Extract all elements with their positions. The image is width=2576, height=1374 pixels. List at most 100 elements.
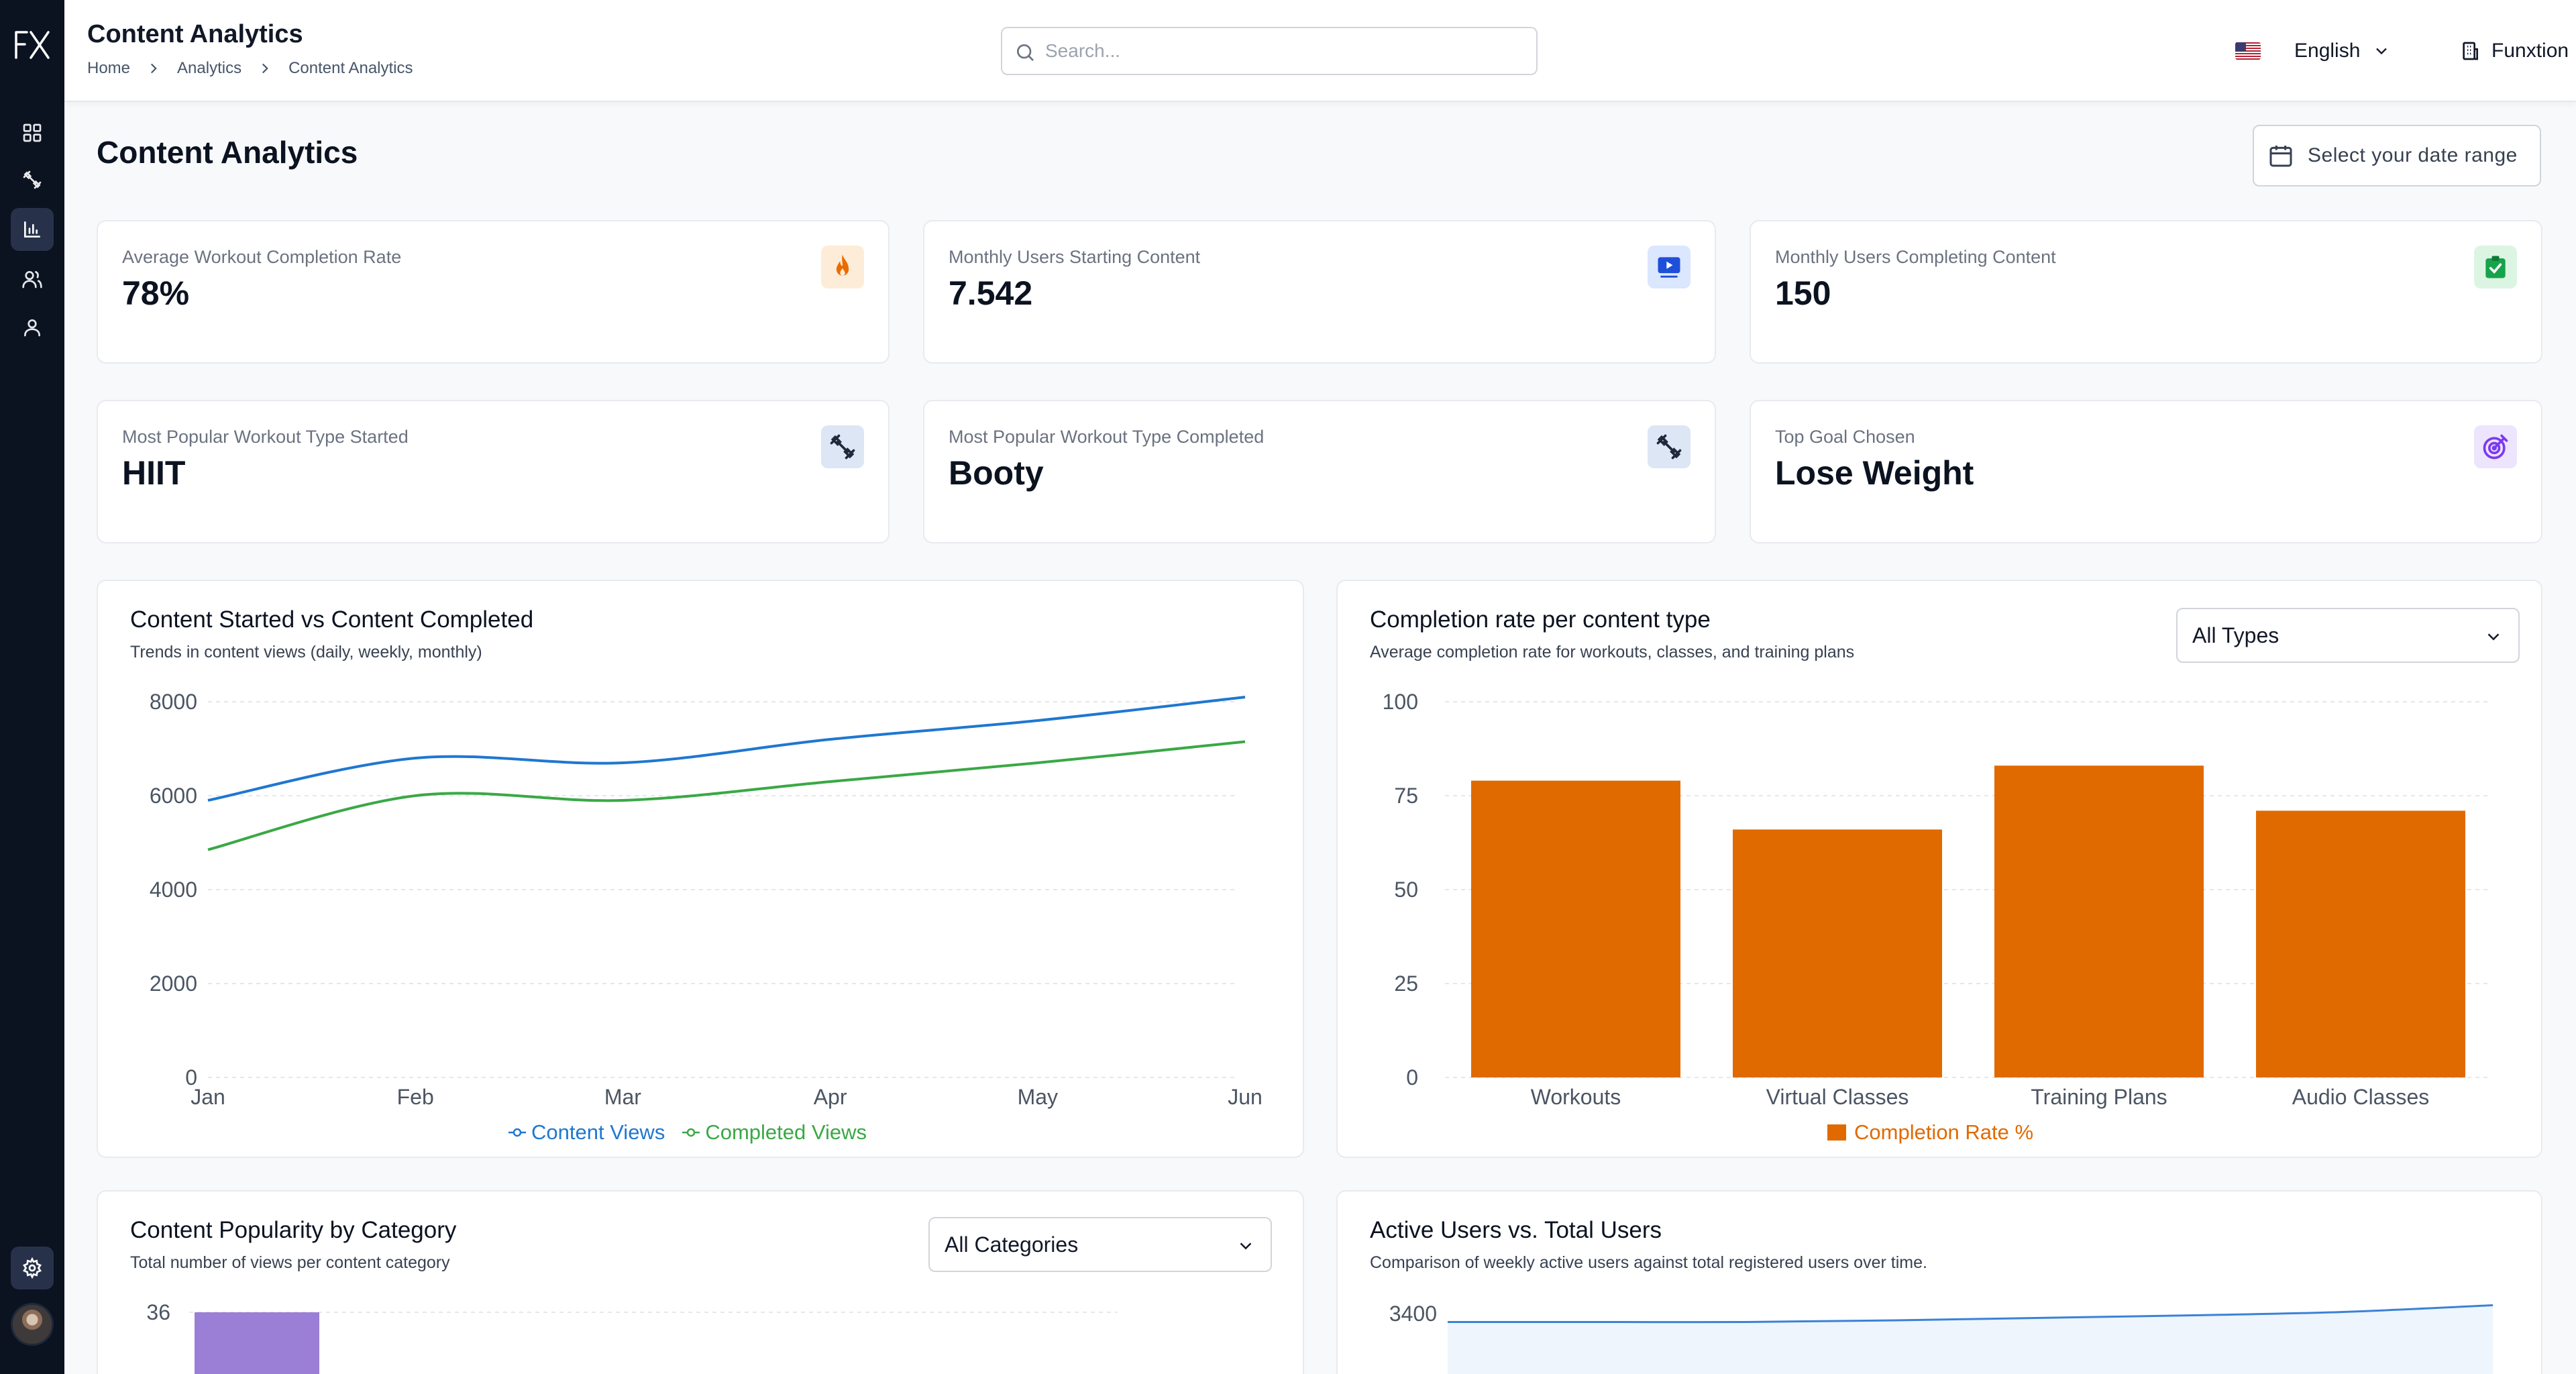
organization-selector[interactable]: Funxtion <box>2459 34 2576 68</box>
date-range-label: Select your date range <box>2308 144 2518 166</box>
us-flag-icon <box>2235 42 2261 60</box>
sidebar-item-settings[interactable] <box>11 1247 54 1289</box>
sidebar-item-users[interactable] <box>11 258 54 301</box>
bar <box>1733 829 1942 1077</box>
kpi-card-users-starting: Monthly Users Starting Content 7.542 <box>923 220 1716 364</box>
page-title: Content Analytics <box>97 135 358 170</box>
kpi-icon-box <box>1648 425 1690 468</box>
y-tick-label: 100 <box>1383 690 1418 714</box>
chevron-down-icon <box>2376 48 2387 55</box>
y-tick-label: 4000 <box>150 878 197 902</box>
target-icon <box>2483 434 2508 460</box>
kpi-label: Most Popular Workout Type Completed <box>949 427 1265 447</box>
breadcrumb-analytics[interactable]: Analytics <box>177 59 242 77</box>
y-tick-label: 0 <box>1406 1065 1418 1090</box>
legend-line-marker-icon <box>508 1128 526 1137</box>
organization-label: Funxtion <box>2491 40 2569 62</box>
kpi-value: 150 <box>1775 274 1831 312</box>
flame-icon <box>836 254 849 276</box>
dumbbell-icon <box>23 170 42 189</box>
header-title: Content Analytics <box>87 20 303 48</box>
legend-item-completed-views[interactable]: Completed Views <box>681 1120 867 1145</box>
kpi-value: 78% <box>122 274 190 312</box>
breadcrumb-home[interactable]: Home <box>87 59 131 77</box>
y-tick-label: 2000 <box>150 971 197 996</box>
avatar[interactable] <box>11 1303 54 1346</box>
kpi-card-popular-started: Most Popular Workout Type Started HIIT <box>97 400 890 543</box>
kpi-icon-box <box>1648 246 1690 288</box>
y-tick-label: 0 <box>185 1065 197 1090</box>
chevron-right-icon <box>262 63 268 74</box>
chevron-down-icon <box>1240 1243 1252 1250</box>
search-box[interactable] <box>1001 27 1538 75</box>
kpi-label: Monthly Users Completing Content <box>1775 247 2056 267</box>
series-line <box>207 696 1246 802</box>
kpi-label: Average Workout Completion Rate <box>122 247 402 267</box>
y-tick-label: 36 <box>146 1300 170 1324</box>
x-tick-label: Jun <box>1228 1085 1263 1109</box>
category-select[interactable]: All Categories <box>928 1217 1272 1272</box>
users-chart-card: Active Users vs. Total Users Comparison … <box>1336 1190 2542 1374</box>
bar <box>1471 780 1680 1077</box>
bar-chart-card: Completion rate per content type Average… <box>1336 580 2542 1158</box>
bar-chart-legend: Completion Rate % <box>1827 1120 2049 1145</box>
y-tick-label: 6000 <box>150 784 197 808</box>
sidebar-item-analytics[interactable] <box>11 208 54 251</box>
y-tick-label: 25 <box>1394 971 1418 996</box>
x-tick-label: Training Plans <box>2031 1085 2167 1109</box>
kpi-label: Top Goal Chosen <box>1775 427 1915 447</box>
legend-swatch <box>1827 1124 1846 1141</box>
x-tick-label: Virtual Classes <box>1766 1085 1909 1109</box>
breadcrumb: Home Analytics Content Analytics <box>87 59 413 78</box>
building-icon <box>2463 42 2478 60</box>
funxtion-logo-icon[interactable] <box>13 28 51 62</box>
users-chart: 3400 <box>1389 1302 2493 1374</box>
legend-item-content-views[interactable]: Content Views <box>507 1120 665 1145</box>
language-label: English <box>2294 40 2361 62</box>
bar <box>1994 765 2204 1077</box>
kpi-icon-box <box>821 246 864 288</box>
user-icon <box>24 319 40 337</box>
x-tick-label: Audio Classes <box>2292 1085 2430 1109</box>
sidebar-item-workouts[interactable] <box>11 158 54 201</box>
card-title: Completion rate per content type <box>1370 606 1711 633</box>
y-tick-label: 75 <box>1394 784 1418 808</box>
content-type-select[interactable]: All Types <box>2176 608 2520 663</box>
line-chart: 0 2000 4000 6000 8000 Jan Feb Mar Apr May Jun <box>150 690 1263 1109</box>
card-title: Content Started vs Content Completed <box>130 606 534 633</box>
kpi-card-completion-rate: Average Workout Completion Rate 78% <box>97 220 890 364</box>
card-title: Active Users vs. Total Users <box>1370 1217 1662 1243</box>
legend-item-completion-rate[interactable]: Completion Rate % <box>1827 1120 2033 1145</box>
card-subtitle: Total number of views per content catego… <box>130 1253 450 1272</box>
gear-icon <box>23 1257 42 1279</box>
x-tick-label: Jan <box>191 1085 225 1109</box>
select-value: All Types <box>2192 623 2279 647</box>
kpi-label: Monthly Users Starting Content <box>949 247 1201 267</box>
kpi-card-popular-completed: Most Popular Workout Type Completed Boot… <box>923 400 1716 543</box>
dumbbell-icon <box>1656 434 1682 460</box>
legend-label: Completed Views <box>705 1120 867 1144</box>
x-tick-label: Apr <box>814 1085 847 1109</box>
series-line <box>207 740 1246 851</box>
card-subtitle: Trends in content views (daily, weekly, … <box>130 643 482 662</box>
search-icon <box>1017 44 1034 61</box>
date-range-button[interactable]: Select your date range <box>2253 125 2541 187</box>
card-subtitle: Average completion rate for workouts, cl… <box>1370 643 1855 662</box>
y-tick-label: 8000 <box>150 690 197 714</box>
kpi-label: Most Popular Workout Type Started <box>122 427 409 447</box>
bar-chart-icon <box>24 221 40 237</box>
bar <box>195 1312 319 1374</box>
x-tick-label: Mar <box>604 1085 641 1109</box>
series-line <box>1448 1304 2493 1324</box>
sidebar-item-profile[interactable] <box>11 306 54 349</box>
kpi-value: 7.542 <box>949 274 1033 312</box>
breadcrumb-current: Content Analytics <box>288 59 413 77</box>
x-tick-label: Feb <box>397 1085 434 1109</box>
search-input[interactable] <box>1045 38 1515 64</box>
language-selector[interactable]: English <box>2235 34 2391 68</box>
legend-line-marker-icon <box>682 1128 700 1137</box>
bar-chart: 0 25 50 75 100 Workouts Virtual Classes Trainin… <box>1383 690 2491 1109</box>
series-area <box>1448 1305 2493 1374</box>
sidebar-item-dashboard[interactable] <box>11 111 54 154</box>
kpi-icon-box <box>821 425 864 468</box>
